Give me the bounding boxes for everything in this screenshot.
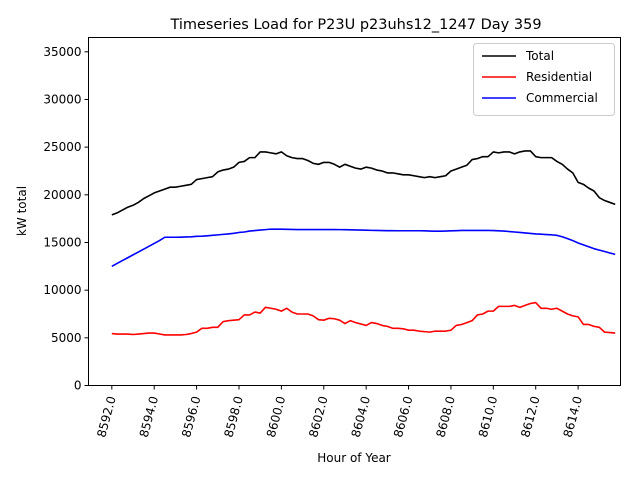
series-line-residential	[111, 301, 616, 336]
y-tick-label: 35000	[43, 45, 81, 59]
y-tick-label: 0	[74, 379, 82, 393]
y-tick-label: 15000	[43, 235, 81, 249]
legend-label-residential: Residential	[526, 70, 592, 84]
y-axis: 0 5000 10000 15000 20000 25000 30000 35000	[43, 45, 89, 393]
plot-area	[88, 37, 621, 386]
y-tick-label: 5000	[51, 331, 82, 345]
series-line-commercial	[111, 228, 616, 268]
legend: Total Residential Commercial	[473, 43, 615, 116]
y-tick-label: 20000	[43, 188, 81, 202]
chart-title: Timeseries Load for P23U p23uhs12_1247 D…	[169, 17, 541, 33]
plot-frame	[88, 37, 621, 386]
y-axis-title: kW total	[15, 186, 29, 236]
y-tick-label: 25000	[43, 140, 81, 154]
legend-label-total: Total	[525, 49, 554, 63]
series-lines	[111, 150, 616, 336]
x-axis-title: Hour of Year	[317, 451, 391, 465]
series-line-total	[111, 150, 616, 216]
y-tick-label: 10000	[43, 283, 81, 297]
legend-label-commercial: Commercial	[526, 91, 598, 105]
y-tick-label: 30000	[43, 92, 81, 106]
